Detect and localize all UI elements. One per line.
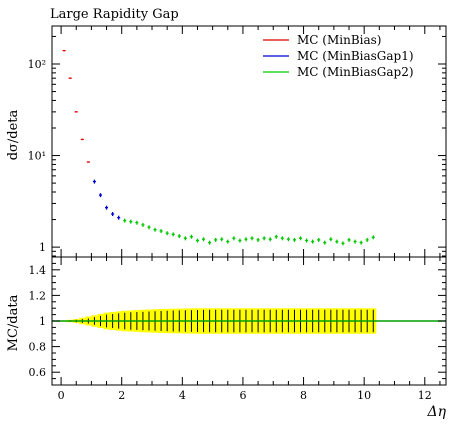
x-axis-label: Δη [427, 404, 447, 420]
chart-title: Large Rapidity Gap [50, 7, 179, 22]
y-tick-label-main: 10¹ [28, 150, 46, 163]
y-tick-label-ratio: 0.8 [29, 341, 47, 354]
x-tick-label: 2 [118, 389, 125, 402]
x-tick-label: 0 [58, 389, 65, 402]
y-tick-label-main: 10² [28, 58, 46, 71]
legend: MC (MinBias) MC (MinBiasGap1) MC (MinBiasG… [263, 33, 414, 79]
x-tick-label: 6 [239, 389, 246, 402]
x-tick-label: 8 [300, 389, 307, 402]
y-tick-label-ratio: 1.4 [29, 264, 47, 277]
legend-label: MC (MinBiasGap2) [297, 65, 414, 79]
x-tick-label: 10 [357, 389, 371, 402]
x-tick-label: 12 [418, 389, 432, 402]
y-axis-label-main: dσ/deta [6, 109, 21, 160]
legend-label: MC (MinBiasGap1) [297, 49, 414, 63]
y-tick-label-ratio: 1.2 [29, 289, 47, 302]
legend-label: MC (MinBias) [297, 33, 381, 47]
x-tick-label: 4 [179, 389, 186, 402]
y-tick-label-ratio: 0.6 [29, 366, 47, 379]
y-tick-label-main: 1 [39, 241, 46, 254]
ratio-panel: 0.6 0.8 1 1.2 1.4 0 2 4 6 8 10 12 [29, 256, 447, 402]
y-tick-label-ratio: 1 [39, 315, 46, 328]
y-axis-label-ratio: MC/data [6, 294, 21, 351]
